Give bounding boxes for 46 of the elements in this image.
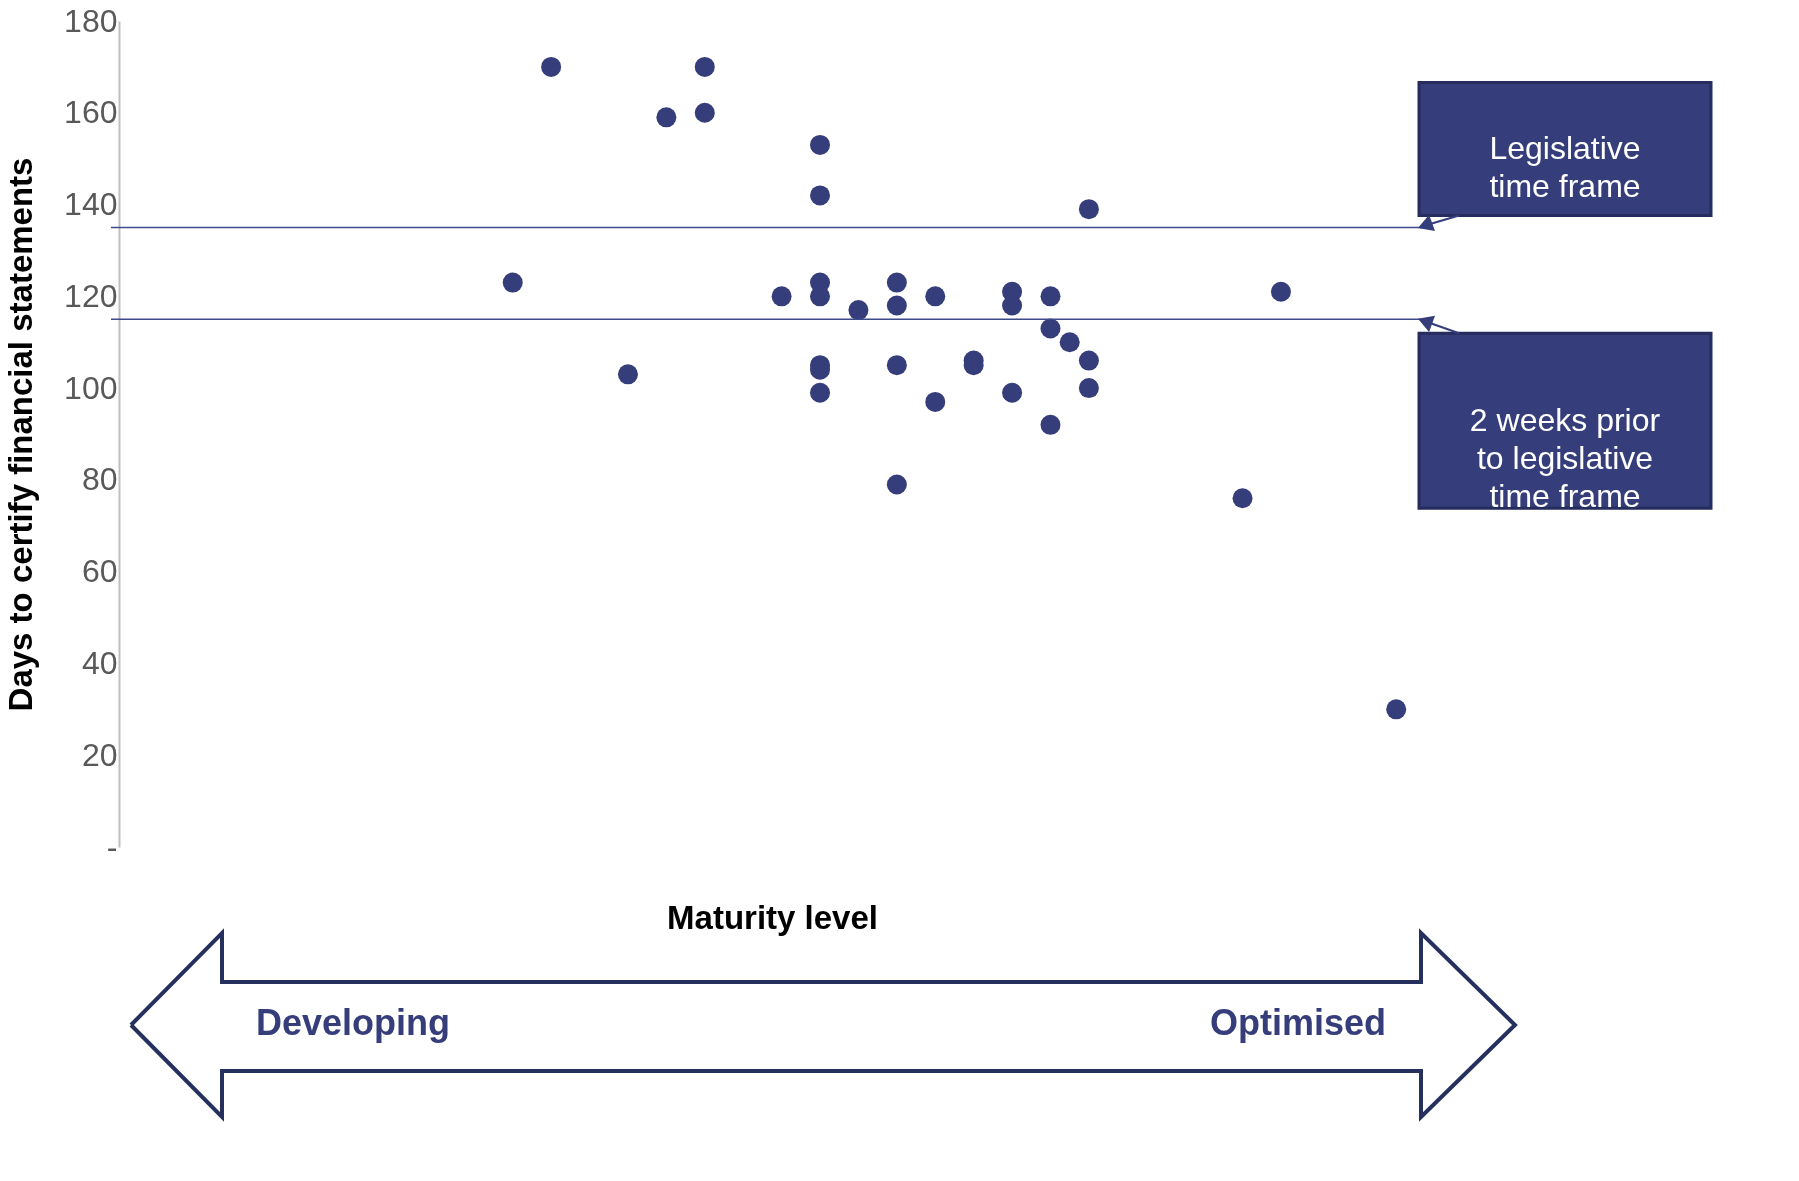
y-tick-label: 80	[81, 461, 118, 498]
point	[810, 185, 831, 206]
point	[848, 300, 869, 321]
y-tick-label: 180	[64, 2, 118, 39]
y-tick-label: 40	[81, 644, 118, 681]
point	[1078, 350, 1099, 371]
point	[1040, 286, 1061, 307]
y-axis-title: Days to certify financial statements	[2, 157, 40, 712]
text: Developing	[256, 1002, 451, 1043]
point	[886, 355, 907, 376]
point	[617, 364, 638, 385]
point	[1002, 295, 1023, 316]
text: Optimised	[1209, 1002, 1386, 1043]
ref-line-label: Legislative time frame	[1489, 130, 1641, 204]
point	[502, 272, 523, 293]
point	[886, 272, 907, 293]
point	[925, 286, 946, 307]
point	[1040, 318, 1061, 339]
point	[810, 286, 831, 307]
point	[810, 134, 831, 155]
y-tick-label: 120	[64, 277, 118, 314]
point	[694, 56, 715, 77]
point	[925, 391, 946, 412]
y-tick-label: 100	[64, 369, 118, 406]
ref-line-label: 2 weeks prior to legislative time frame	[1469, 401, 1661, 514]
point	[886, 295, 907, 316]
y-tick-label: 20	[81, 736, 118, 773]
point	[541, 56, 562, 77]
point	[1386, 699, 1407, 720]
point	[1059, 332, 1080, 353]
point	[1040, 414, 1061, 435]
point	[656, 107, 677, 128]
point	[771, 286, 792, 307]
point	[694, 102, 715, 123]
point	[1270, 281, 1291, 302]
point	[1002, 382, 1023, 403]
point	[1232, 488, 1253, 509]
x-axis-title: Maturity level	[667, 898, 878, 936]
y-tick-label: -	[106, 828, 118, 865]
point	[1078, 378, 1099, 399]
y-tick-label: 140	[64, 186, 118, 223]
point	[1078, 199, 1099, 220]
y-tick-label: 60	[81, 553, 118, 590]
point	[810, 382, 831, 403]
point	[886, 474, 907, 495]
y-tick-label: 160	[64, 94, 118, 131]
